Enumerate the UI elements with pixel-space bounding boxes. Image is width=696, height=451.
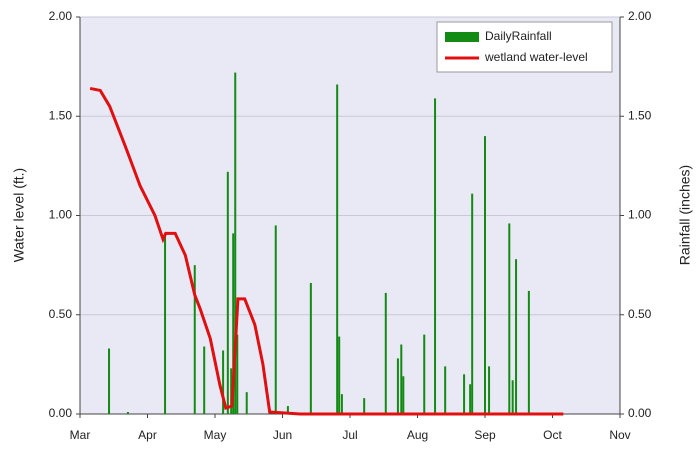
legend-box (436, 21, 613, 73)
rain-bar (203, 346, 206, 414)
rain-bar (338, 336, 341, 414)
y-tick-label: 1.00 (49, 208, 73, 222)
rain-bar (286, 406, 289, 414)
rain-bar (234, 72, 237, 414)
rain-bar (384, 292, 387, 414)
x-tick-label: May (204, 428, 227, 442)
x-tick-label: Mar (70, 428, 91, 442)
rain-bar (396, 358, 399, 414)
rain-bar (363, 398, 366, 414)
y2-tick-label: 0.00 (628, 406, 652, 420)
rain-bar (400, 344, 403, 414)
rain-bar (274, 225, 277, 414)
y-tick-label: 0.50 (49, 307, 73, 321)
rain-bar (232, 233, 235, 414)
legend-swatch (445, 32, 479, 42)
rain-bar (423, 334, 426, 414)
y2-axis-label: Rainfall (inches) (677, 165, 693, 265)
y-tick-label: 2.00 (49, 9, 73, 23)
y2-tick-label: 0.50 (628, 307, 652, 321)
rain-bar (222, 350, 225, 414)
water-line (89, 86, 564, 416)
y-tick-label: 1.50 (49, 108, 73, 122)
rain-bar (488, 366, 491, 414)
x-tick-label: Oct (543, 428, 562, 442)
rain-bar (444, 366, 447, 414)
x-tick-label: Jun (273, 428, 292, 442)
rain-bar (340, 394, 343, 414)
rain-bar (515, 259, 518, 414)
legend-label: DailyRainfall (485, 29, 552, 43)
rain-bar (230, 368, 233, 414)
rain-bar (469, 384, 472, 414)
rain-bar (108, 348, 111, 414)
x-tick-label: Jul (342, 428, 357, 442)
rain-bar (236, 334, 239, 414)
rain-bar (164, 235, 167, 414)
y-tick-label: 0.00 (49, 406, 73, 420)
rain-bar (511, 380, 514, 414)
rain-bar (309, 282, 312, 414)
y2-tick-label: 2.00 (628, 9, 652, 23)
rain-bar (471, 193, 474, 414)
x-tick-label: Aug (407, 428, 428, 442)
rain-bar (193, 265, 196, 414)
x-tick-label: Apr (138, 428, 157, 442)
y2-tick-label: 1.50 (628, 108, 652, 122)
rain-bar (434, 98, 437, 414)
rain-bar (226, 171, 229, 414)
rain-bar (527, 290, 530, 414)
x-tick-label: Nov (609, 428, 630, 442)
rain-bar (402, 376, 405, 414)
y2-tick-label: 1.00 (628, 208, 652, 222)
rain-bar (245, 392, 248, 414)
rain-bar (336, 84, 339, 415)
y-axis-label: Water level (ft.) (11, 168, 27, 262)
rain-bar (508, 223, 511, 414)
rain-bar (126, 412, 129, 414)
rain-bar (463, 374, 466, 414)
rain-bar (484, 136, 486, 414)
x-tick-label: Sep (474, 428, 496, 442)
legend-label: wetland water-level (484, 50, 588, 64)
